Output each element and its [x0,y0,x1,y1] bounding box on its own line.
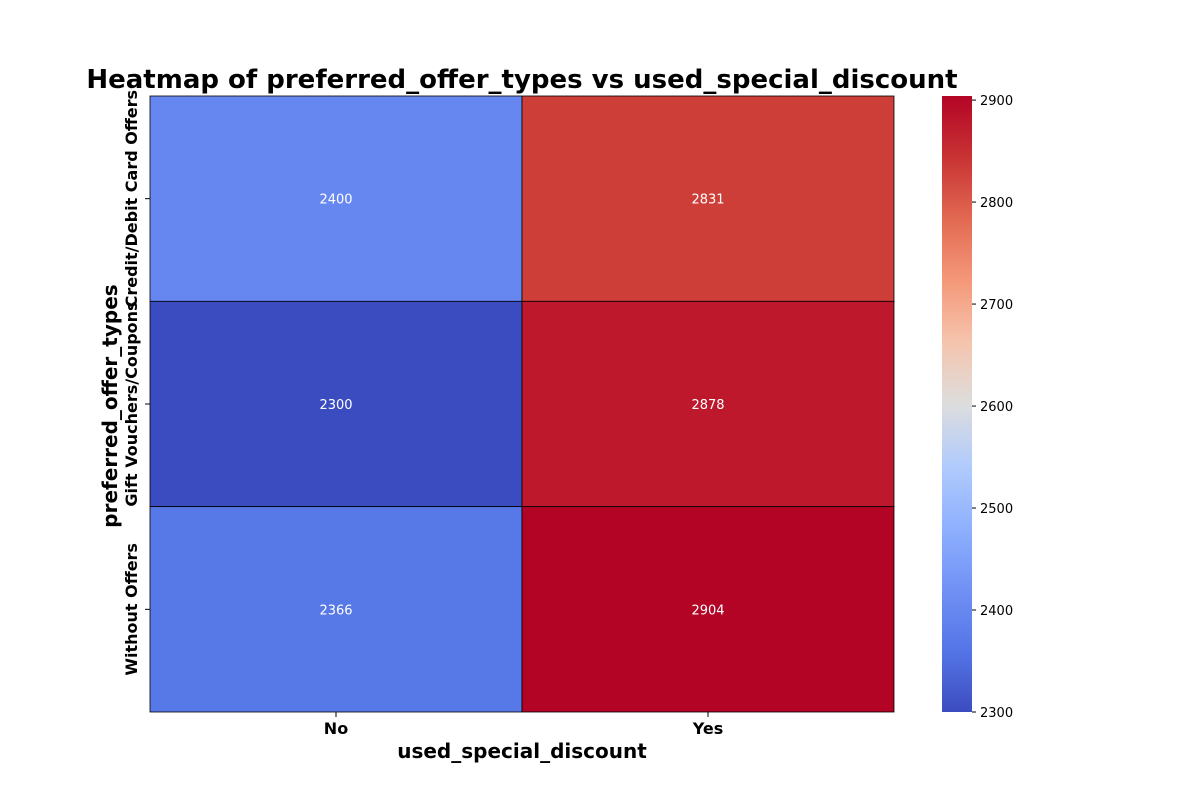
colorbar-tick-label: 2800 [980,196,1013,211]
colorbar-tick-label: 2300 [980,706,1013,721]
colorbar-tick-label: 2700 [980,298,1013,313]
heatmap-cell [521,300,895,508]
cell-value-label: 2904 [691,603,724,618]
cell-value-label: 2878 [691,398,724,413]
heatmap-cell [149,506,523,713]
x-axis-label: used_special_discount [397,739,647,763]
cell-value-label: 2831 [691,193,724,208]
heatmap-cell [521,95,895,302]
y-tick-label: Without Offers [122,543,141,676]
colorbar-ticks: 2300 2400 2500 2600 2700 2800 2900 [972,94,1013,721]
cell-value-label: 2300 [319,398,352,413]
y-tick-label: Credit/Debit Card Offers [122,90,141,307]
x-tick-label: No [324,719,348,738]
heatmap-cell [149,300,523,508]
cell-value-label: 2400 [319,193,352,208]
y-tick-label: Gift Vouchers/Coupons [122,301,141,506]
x-tick-label: Yes [692,719,724,738]
colorbar-tick-label: 2600 [980,400,1013,415]
heatmap-cell [149,95,523,302]
colorbar-tick-label: 2400 [980,604,1013,619]
colorbar-gradient [942,96,972,712]
cell-value-label: 2366 [319,603,352,618]
colorbar-tick-label: 2900 [980,94,1013,109]
chart-title: Heatmap of preferred_offer_types vs used… [86,65,957,95]
colorbar-tick-label: 2500 [980,502,1013,517]
y-axis-label: preferred_offer_types [98,284,122,527]
heatmap-cells: 2400 2831 2300 2878 2366 2904 [149,95,895,713]
x-axis-ticks: No Yes [324,712,723,738]
heatmap-cell [521,506,895,713]
colorbar: 2300 2400 2500 2600 2700 2800 2900 [942,94,1013,721]
